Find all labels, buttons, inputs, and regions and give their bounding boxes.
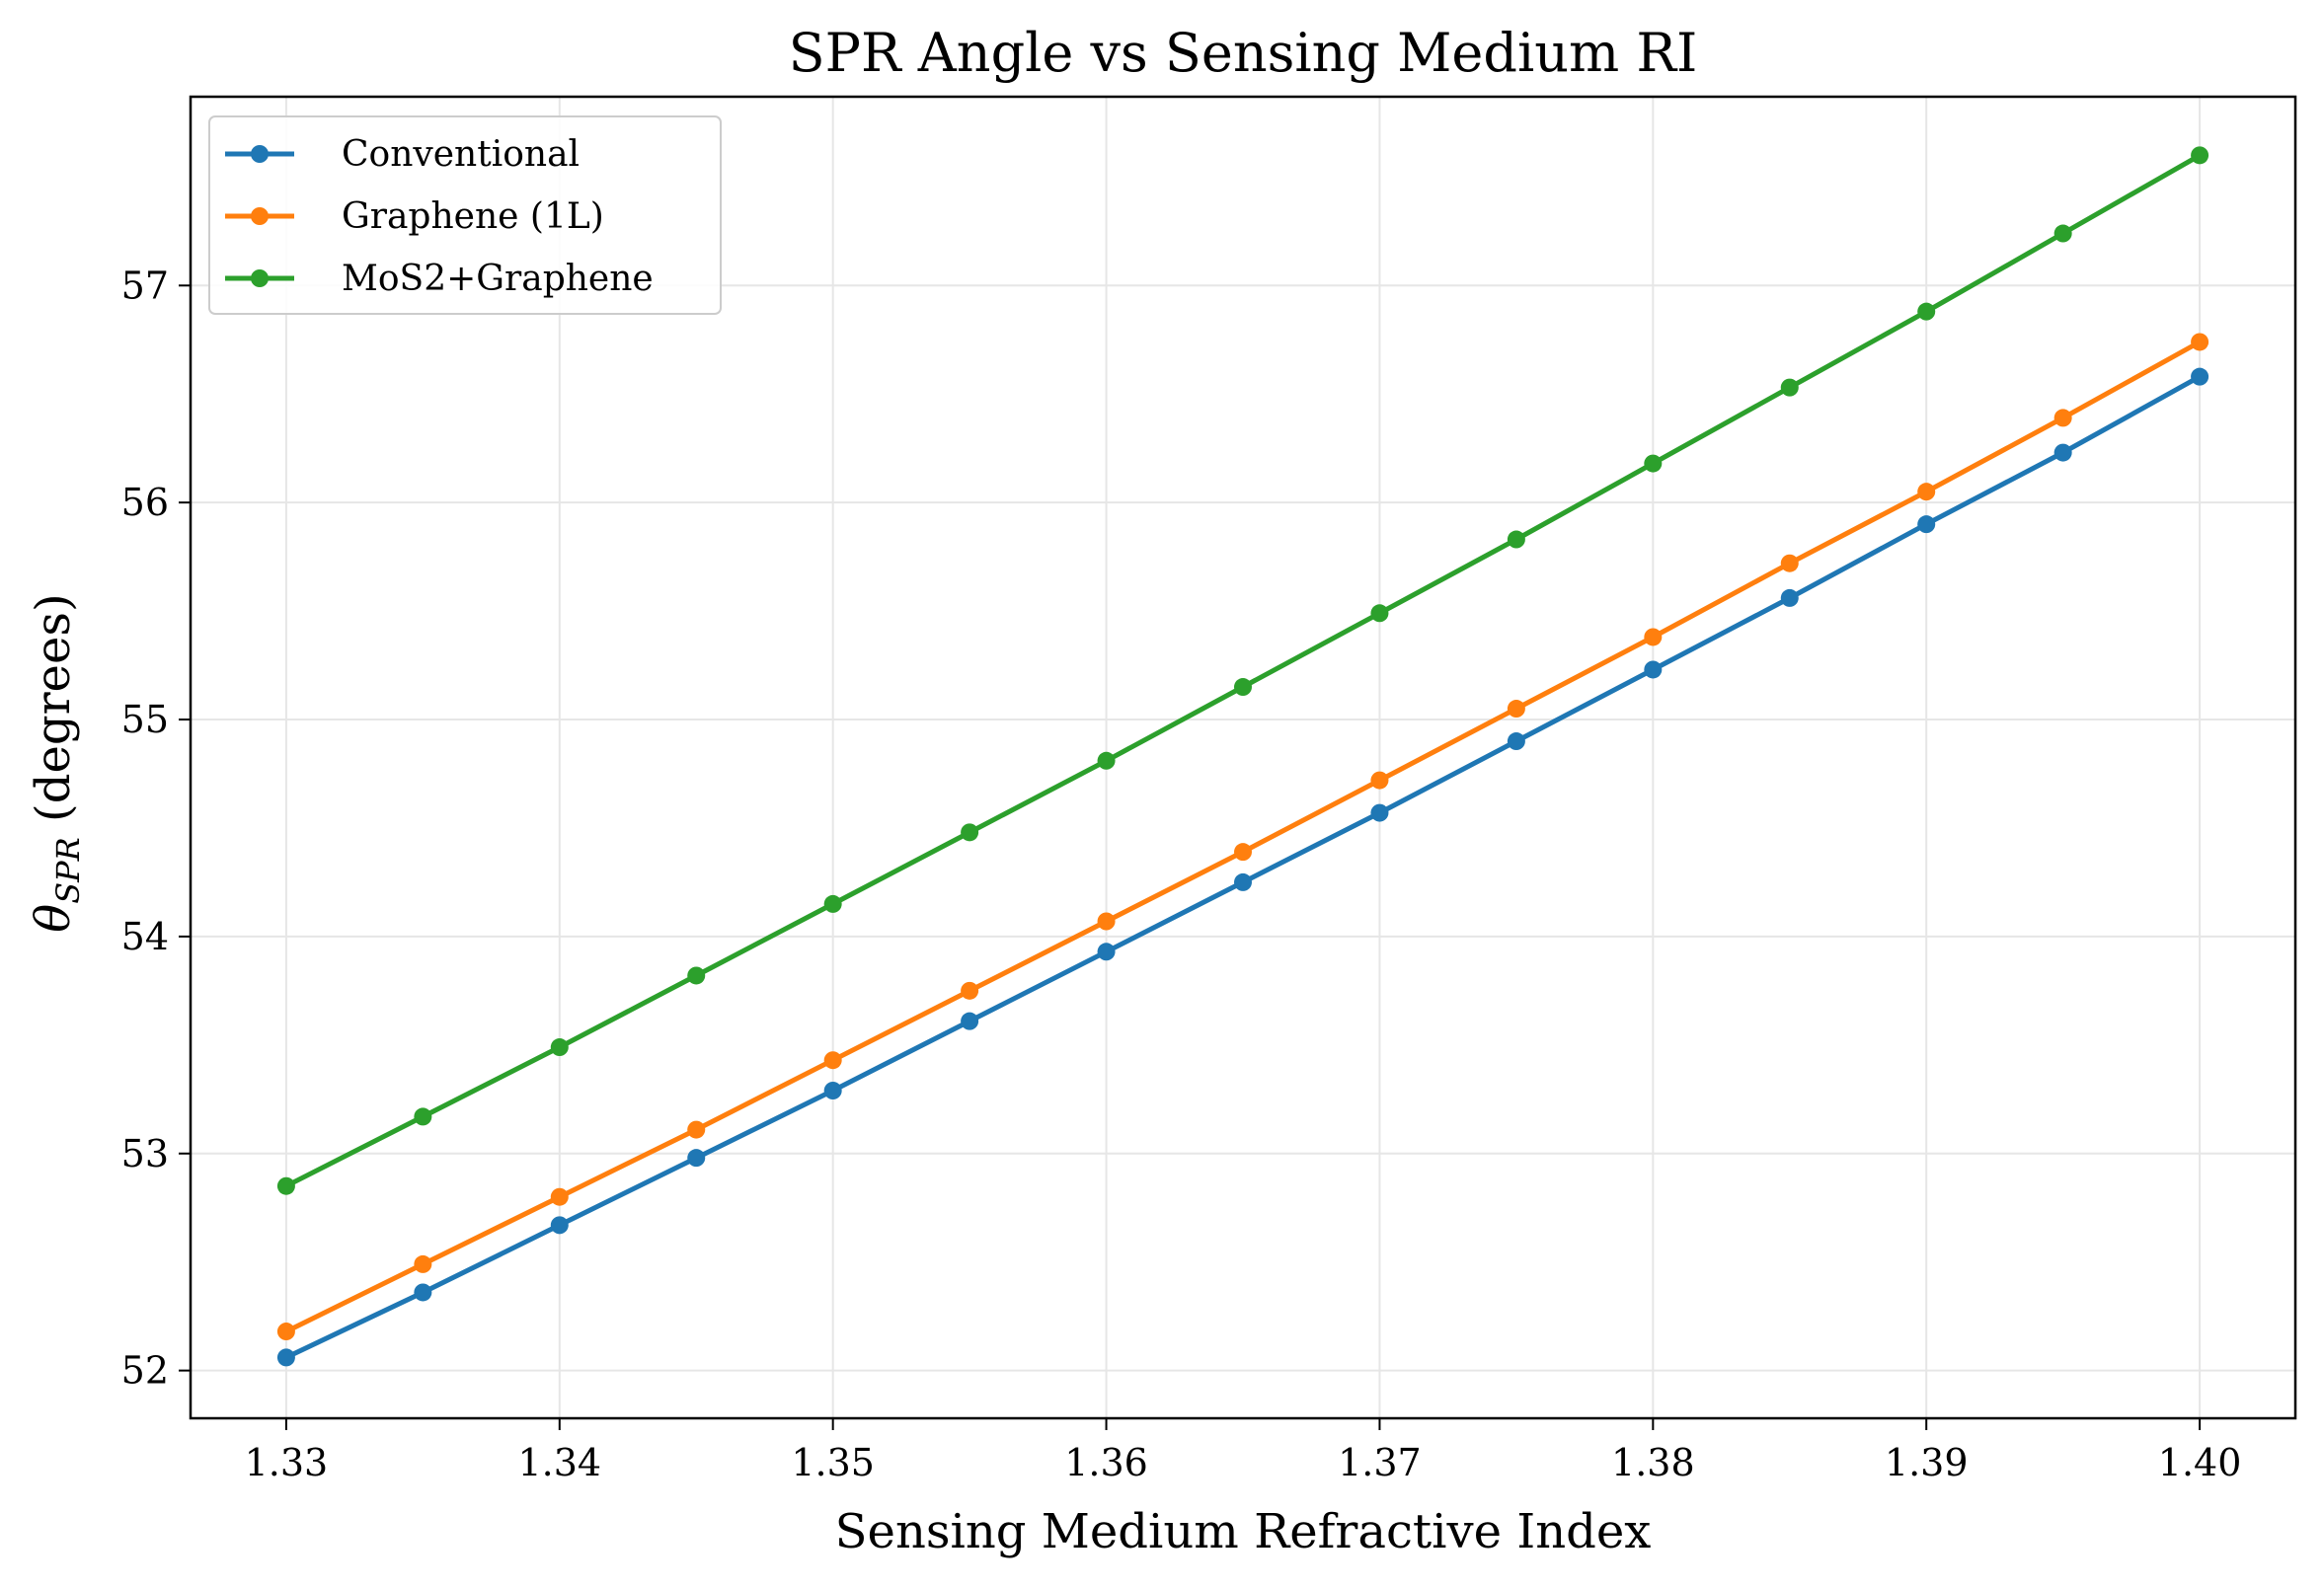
data-point: [823, 894, 842, 913]
data-point: [1780, 554, 1799, 572]
data-point: [2191, 367, 2209, 386]
legend-entry: MoS2+Graphene: [225, 259, 654, 299]
y-tick-label: 54: [121, 915, 169, 958]
data-point: [1370, 803, 1389, 822]
legend: Conventional Graphene (1L) MoS2+Graphene: [208, 115, 722, 315]
axis-ticks: 1.33 1.34 1.35 1.36 1.37 1.38 1.39 1.40 52 53 54 55…: [121, 264, 2242, 1484]
data-point: [687, 1120, 706, 1139]
x-tick-label: 1.38: [1611, 1441, 1695, 1484]
data-point: [1644, 660, 1663, 679]
legend-marker: [251, 207, 269, 225]
data-point: [1370, 771, 1389, 790]
x-tick-label: 1.39: [1885, 1441, 1969, 1484]
data-point: [1780, 378, 1799, 397]
x-tick-label: 1.35: [791, 1441, 875, 1484]
data-point: [550, 1216, 569, 1235]
data-point: [1234, 678, 1252, 697]
data-point: [1644, 454, 1663, 473]
y-tick-label: 57: [121, 264, 169, 307]
data-point: [1917, 483, 1936, 501]
data-point: [2053, 409, 2072, 427]
y-axis-label-units: (degrees): [26, 593, 81, 837]
data-point: [823, 1081, 842, 1099]
data-point: [414, 1254, 432, 1273]
legend-marker: [251, 145, 269, 163]
data-point: [550, 1038, 569, 1057]
data-point: [276, 1348, 295, 1367]
legend-label: Conventional: [342, 134, 580, 175]
data-point: [1917, 302, 1936, 321]
data-point: [823, 1051, 842, 1070]
data-point: [1507, 530, 1525, 549]
plot-series: [276, 146, 2209, 1367]
series-conventional: [276, 367, 2209, 1367]
data-point: [2191, 333, 2209, 351]
data-point: [1917, 515, 1936, 534]
data-point: [1780, 588, 1799, 607]
data-point: [1097, 751, 1116, 770]
y-axis-label-subscript: SPR: [49, 837, 87, 904]
data-point: [687, 1149, 706, 1168]
data-point: [961, 823, 979, 842]
data-point: [961, 981, 979, 1000]
x-tick-label: 1.40: [2158, 1441, 2242, 1484]
x-tick-label: 1.33: [245, 1441, 329, 1484]
data-point: [961, 1012, 979, 1030]
x-tick-label: 1.37: [1338, 1441, 1422, 1484]
data-point: [414, 1283, 432, 1302]
data-point: [2053, 443, 2072, 462]
legend-box: [208, 115, 722, 315]
y-tick-label: 53: [121, 1132, 169, 1175]
data-point: [1234, 872, 1252, 891]
series-mos2-graphene: [276, 146, 2209, 1195]
grid: [191, 97, 2295, 1418]
data-point: [276, 1323, 295, 1341]
y-axis-label-symbol: θ: [26, 904, 81, 933]
x-tick-label: 1.34: [517, 1441, 601, 1484]
y-tick-label: 55: [121, 698, 169, 741]
data-point: [1507, 700, 1525, 719]
data-point: [2053, 224, 2072, 243]
plot-frame: [189, 95, 2297, 1420]
y-tick-label: 52: [121, 1349, 169, 1393]
x-tick-label: 1.36: [1064, 1441, 1148, 1484]
data-point: [1644, 628, 1663, 646]
data-point: [2191, 146, 2209, 165]
data-point: [1234, 843, 1252, 862]
data-point: [1507, 732, 1525, 751]
legend-label: MoS2+Graphene: [342, 259, 654, 299]
legend-entry: Conventional: [225, 134, 580, 175]
y-tick-label: 56: [121, 481, 169, 524]
data-point: [1097, 912, 1116, 931]
chart-title: SPR Angle vs Sensing Medium RI: [789, 22, 1698, 84]
data-point: [550, 1187, 569, 1206]
series-graphene-1l: [276, 333, 2209, 1341]
legend-entry: Graphene (1L): [225, 196, 604, 237]
legend-marker: [251, 269, 269, 287]
data-point: [276, 1176, 295, 1195]
data-point: [1370, 604, 1389, 623]
y-axis-label: θSPR (degrees): [26, 593, 87, 932]
data-point: [687, 966, 706, 985]
x-axis-label: Sensing Medium Refractive Index: [835, 1504, 1652, 1559]
data-point: [1097, 943, 1116, 961]
legend-label: Graphene (1L): [342, 196, 604, 237]
data-point: [414, 1107, 432, 1126]
